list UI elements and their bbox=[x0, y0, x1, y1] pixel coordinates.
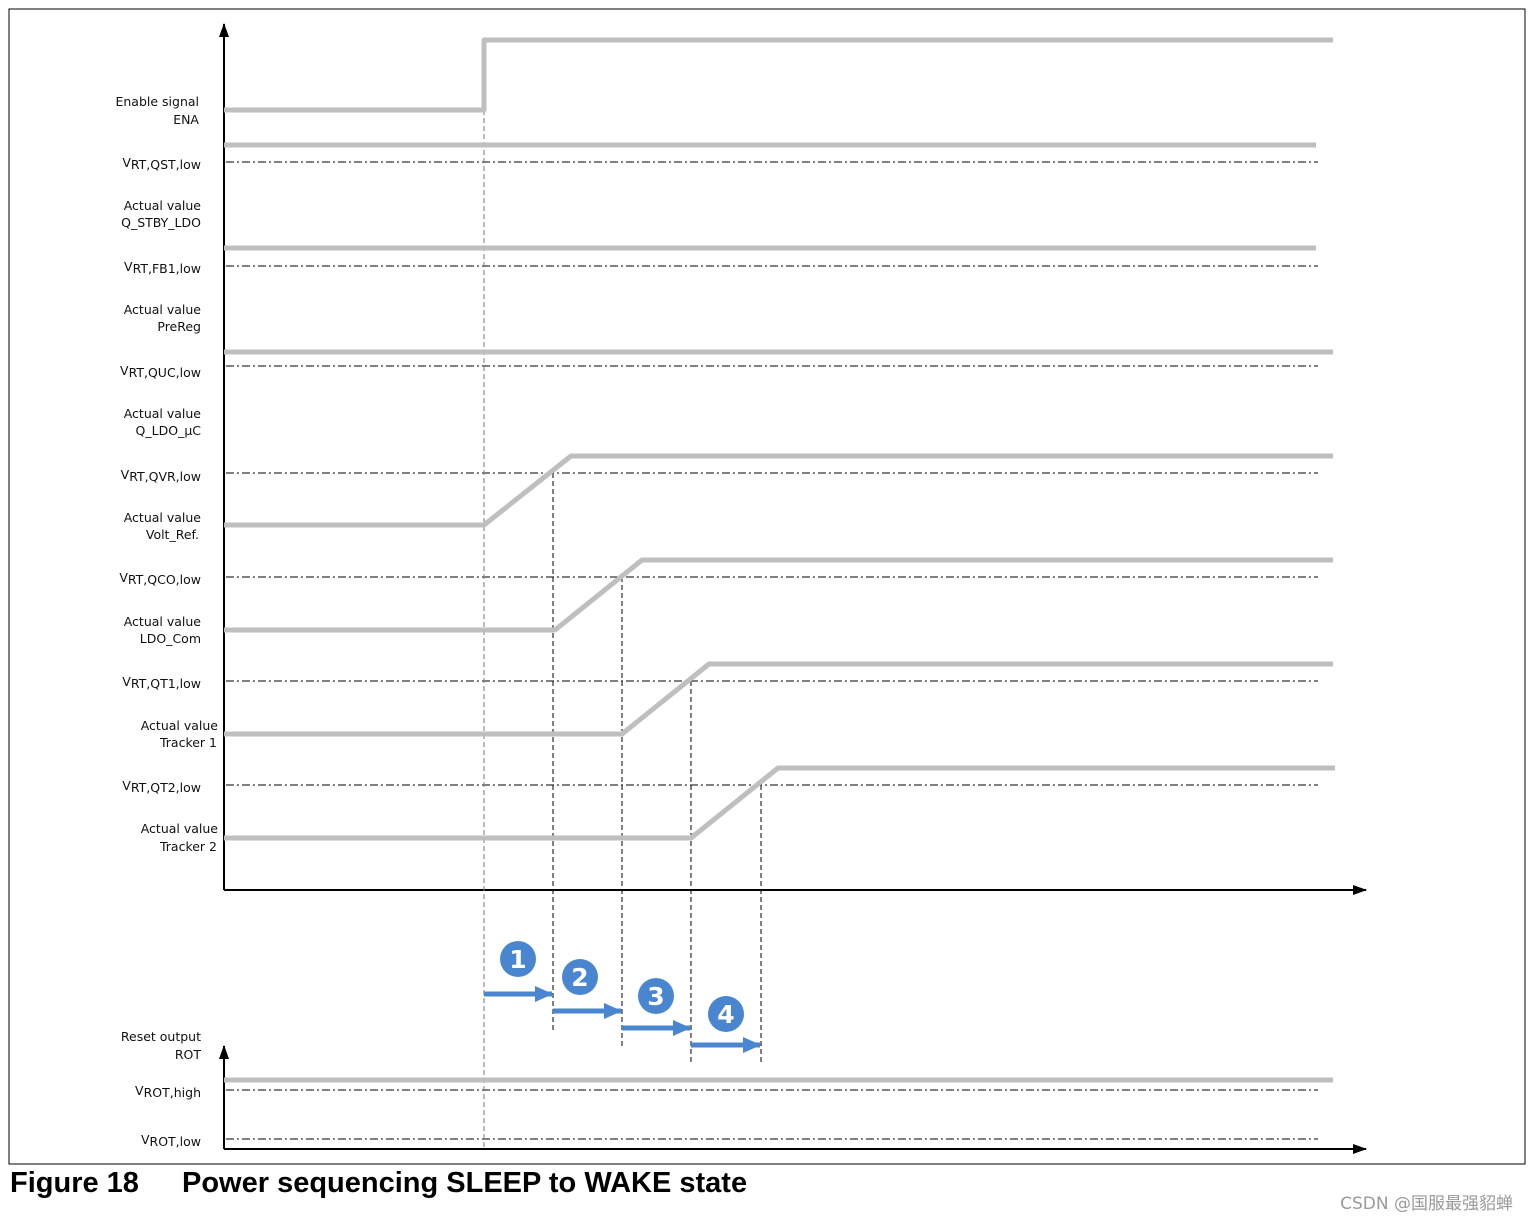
signal-label-stby-line2: Q_STBY_LDO bbox=[121, 215, 201, 230]
trace-ena bbox=[224, 37, 1333, 113]
threshold-label-quc-main: V bbox=[120, 363, 129, 378]
step-badge-4-label: 4 bbox=[717, 1000, 734, 1029]
step-badges: 1 2 3 4 bbox=[500, 941, 744, 1032]
figure-border bbox=[8, 8, 1526, 1165]
step-badge-3-label: 3 bbox=[647, 982, 664, 1011]
threshold-label-qt1-sub: RT,QT1,low bbox=[131, 676, 201, 691]
signal-label-volt-line1: Actual value bbox=[124, 510, 202, 525]
signal-label-ena-line1: Enable signal bbox=[115, 94, 199, 109]
trace-volt bbox=[224, 453, 1333, 528]
step-badge-3-circle bbox=[638, 978, 674, 1014]
step-badge-3: 3 bbox=[638, 978, 674, 1014]
step-badge-2: 2 bbox=[562, 959, 598, 995]
signal-label-t1-line1: Actual value bbox=[141, 718, 219, 733]
threshold-label-qvr-main: V bbox=[121, 467, 130, 482]
threshold-label-fb1: VRT,FB1,low bbox=[124, 259, 201, 276]
signal-label-prereg-line2: PreReg bbox=[157, 319, 201, 334]
threshold-label-qt1: VRT,QT1,low bbox=[122, 674, 201, 691]
trace-com bbox=[224, 557, 1333, 633]
figure-title: Power sequencing SLEEP to WAKE state bbox=[182, 1167, 748, 1199]
threshold-label-qt1-main: V bbox=[122, 674, 131, 689]
threshold-label-qvr-sub: RT,QVR,low bbox=[129, 469, 201, 484]
signal-traces bbox=[224, 37, 1335, 1083]
step-badge-4: 4 bbox=[708, 996, 744, 1032]
signal-label-ena-line2: ENA bbox=[173, 112, 199, 127]
figure-number: Figure 18 bbox=[10, 1167, 139, 1199]
step-arrows bbox=[484, 986, 761, 1053]
threshold-label-qt2: VRT,QT2,low bbox=[122, 778, 201, 795]
watermark: CSDN @国服最强貂蝉 bbox=[1340, 1194, 1513, 1214]
signal-label-com-line1: Actual value bbox=[124, 614, 202, 629]
step-badge-4-circle bbox=[708, 996, 744, 1032]
trace-t1 bbox=[224, 661, 1333, 737]
threshold-label-fb1-sub: RT,FB1,low bbox=[133, 261, 201, 276]
figure-caption: Figure 18 Power sequencing SLEEP to WAKE … bbox=[10, 1167, 747, 1207]
threshold-label-rot-high: VROT,high bbox=[135, 1083, 201, 1100]
threshold-label-rot-low: VROT,low bbox=[141, 1132, 201, 1149]
threshold-label-qvr: VRT,QVR,low bbox=[121, 467, 201, 484]
threshold-label-qst-sub: RT,QST,low bbox=[131, 157, 201, 172]
signal-label-ldouc-line2: Q_LDO_µC bbox=[136, 423, 202, 438]
threshold-label-qco: VRT,QCO,low bbox=[119, 570, 201, 587]
threshold-label-quc: VRT,QUC,low bbox=[120, 363, 201, 380]
threshold-label-rot-low-sub: ROT,low bbox=[150, 1134, 201, 1149]
signal-label-volt-line2: Volt_Ref. bbox=[146, 527, 199, 542]
threshold-label-qco-sub: RT,QCO,low bbox=[128, 572, 201, 587]
step-badge-1-circle bbox=[500, 941, 536, 977]
threshold-label-qst-main: V bbox=[122, 155, 131, 170]
trace-t2 bbox=[224, 765, 1335, 841]
step-badge-1-label: 1 bbox=[509, 945, 526, 974]
threshold-label-qco-main: V bbox=[119, 570, 128, 585]
threshold-label-rot-high-main: V bbox=[135, 1083, 144, 1098]
threshold-lines bbox=[226, 161, 1318, 1140]
threshold-label-quc-sub: RT,QUC,low bbox=[129, 365, 201, 380]
signal-label-t2-line1: Actual value bbox=[141, 821, 219, 836]
threshold-labels: VRT,QST,low VRT,FB1,low VRT,QUC,low VRT,… bbox=[119, 155, 201, 1149]
threshold-label-qst: VRT,QST,low bbox=[122, 155, 201, 172]
step-badge-1: 1 bbox=[500, 941, 536, 977]
signal-label-prereg-line1: Actual value bbox=[124, 302, 202, 317]
threshold-label-fb1-main: V bbox=[124, 259, 133, 274]
threshold-label-qt2-sub: RT,QT2,low bbox=[131, 780, 201, 795]
threshold-label-rot-high-sub: ROT,high bbox=[144, 1085, 201, 1100]
threshold-label-rot-low-main: V bbox=[141, 1132, 150, 1147]
reset-label-line2: ROT bbox=[175, 1047, 202, 1062]
signal-labels: Enable signal ENA Actual value Q_STBY_LD… bbox=[115, 94, 218, 1062]
step-badge-2-circle bbox=[562, 959, 598, 995]
reset-label-line1: Reset output bbox=[121, 1029, 201, 1044]
signal-label-t1-line2: Tracker 1 bbox=[159, 735, 217, 750]
step-badge-2-label: 2 bbox=[571, 963, 588, 992]
signal-label-t2-line2: Tracker 2 bbox=[159, 839, 217, 854]
signal-label-com-line2: LDO_Com bbox=[140, 631, 201, 646]
threshold-label-qt2-main: V bbox=[122, 778, 131, 793]
time-markers bbox=[483, 110, 762, 1147]
signal-label-ldouc-line1: Actual value bbox=[124, 406, 202, 421]
signal-label-stby-line1: Actual value bbox=[124, 198, 202, 213]
